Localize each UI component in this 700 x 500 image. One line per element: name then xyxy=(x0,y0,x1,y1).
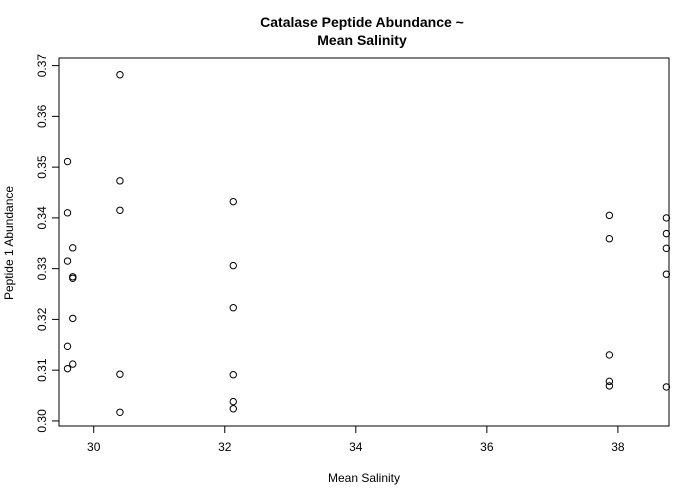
x-tick-label: 38 xyxy=(611,440,625,454)
chart-title-line-2: Mean Salinity xyxy=(317,32,407,48)
y-tick-label: 0.33 xyxy=(35,257,49,281)
y-axis-label: Peptide 1 Abundance xyxy=(2,186,16,300)
data-point xyxy=(605,211,614,220)
data-point xyxy=(605,382,614,390)
data-point xyxy=(662,229,671,238)
data-point xyxy=(116,408,124,416)
x-tick-label: 30 xyxy=(87,440,101,454)
data-point xyxy=(63,209,72,217)
y-tick-label: 0.32 xyxy=(35,307,49,331)
data-point xyxy=(662,244,671,253)
data-point xyxy=(605,377,614,386)
data-point xyxy=(116,71,124,79)
data-point xyxy=(229,261,237,270)
data-point xyxy=(605,235,614,243)
x-tick-label: 34 xyxy=(349,440,363,454)
data-points xyxy=(63,71,671,416)
x-axis: 30 32 34 36 38 xyxy=(87,425,625,454)
data-point xyxy=(662,214,671,222)
plot-frame xyxy=(58,57,670,427)
data-point xyxy=(69,360,77,368)
y-tick-label: 0.35 xyxy=(35,155,49,179)
data-point xyxy=(229,405,237,413)
data-point xyxy=(229,304,237,312)
x-tick-label: 36 xyxy=(480,440,494,454)
y-tick-label: 0.34 xyxy=(35,206,49,230)
data-point xyxy=(69,314,77,323)
data-point xyxy=(116,177,124,185)
data-point xyxy=(605,351,614,359)
y-tick-label: 0.31 xyxy=(35,358,49,382)
data-point xyxy=(229,197,237,206)
data-point xyxy=(662,383,671,391)
x-axis-label: Mean Salinity xyxy=(328,471,400,485)
data-point xyxy=(116,370,124,378)
y-tick-label: 0.37 xyxy=(35,54,49,78)
data-point xyxy=(63,257,72,265)
data-point xyxy=(229,397,237,406)
data-point xyxy=(63,157,72,166)
data-point xyxy=(662,270,671,278)
data-point xyxy=(116,206,124,214)
y-axis: 0.30 0.31 0.32 0.33 0.34 0.35 0.36 0.37 xyxy=(35,54,60,433)
data-point xyxy=(63,342,72,351)
data-point xyxy=(69,244,77,252)
x-tick-label: 32 xyxy=(218,440,232,454)
chart-title-line-1: Catalase Peptide Abundance ~ xyxy=(260,14,464,30)
data-point xyxy=(63,364,72,373)
y-tick-label: 0.30 xyxy=(35,409,49,433)
data-point xyxy=(229,371,237,379)
data-point xyxy=(69,274,77,282)
y-tick-label: 0.36 xyxy=(35,104,49,128)
